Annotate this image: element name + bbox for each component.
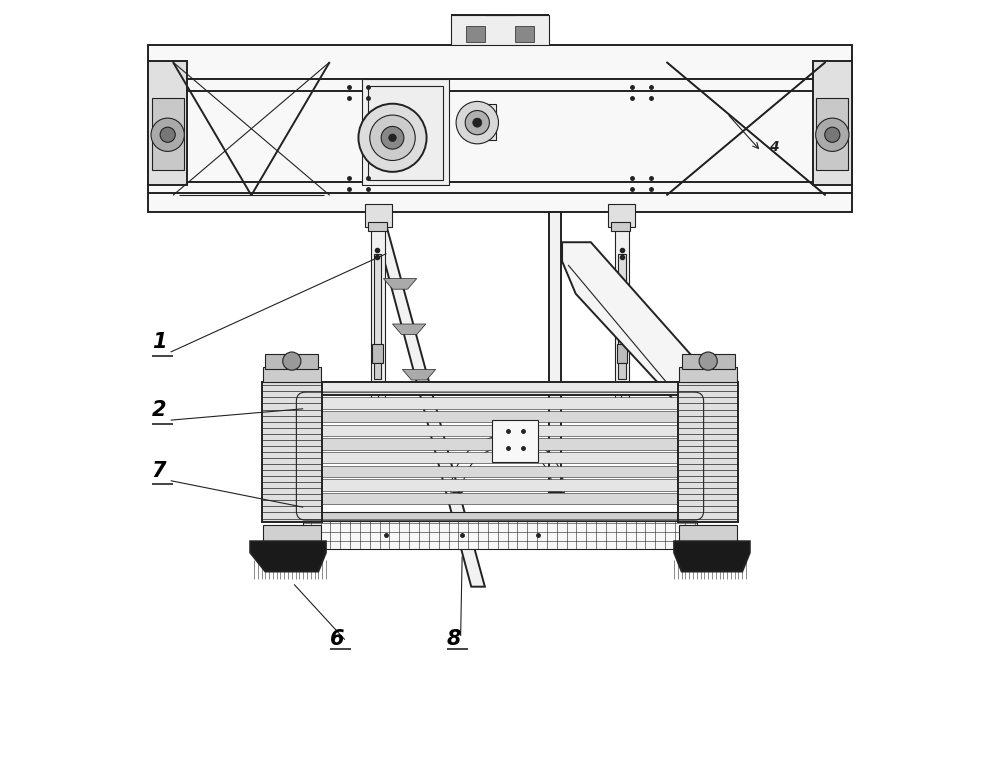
Bar [492,67,499,73]
Polygon shape [674,541,750,572]
Bar [372,344,383,363]
Bar [362,79,449,185]
Text: 6: 6 [330,629,344,649]
Bar [502,63,509,68]
Bar [451,15,549,45]
Bar [492,420,538,462]
Bar [374,363,381,378]
Circle shape [358,104,427,172]
Bar [263,367,321,382]
Bar [303,466,697,477]
Polygon shape [402,369,436,380]
Bar [303,479,697,491]
Bar [611,222,630,231]
Bar [368,222,387,231]
Bar [452,86,460,91]
Circle shape [816,118,849,151]
Circle shape [283,352,301,370]
Bar [148,45,852,212]
Bar [466,26,485,42]
Bar [374,254,381,348]
Bar [148,61,187,185]
Bar [262,382,322,522]
Bar [303,397,697,409]
Bar [413,104,421,109]
Bar [678,382,738,522]
Bar [617,344,627,363]
Bar [365,204,392,227]
Bar [152,98,184,170]
Bar [423,99,430,104]
Circle shape [699,352,717,370]
Bar [511,58,519,64]
Bar [302,512,698,521]
Bar [302,382,698,395]
Bar [265,354,318,369]
Polygon shape [549,212,561,492]
Circle shape [465,111,489,135]
Bar [618,363,626,378]
Bar [303,411,697,422]
Bar [682,354,735,369]
Circle shape [370,115,415,160]
Bar [368,86,443,180]
Bar [442,90,450,95]
Bar [472,76,480,82]
Bar [263,525,321,541]
Bar [679,525,737,541]
Bar [303,438,697,450]
Circle shape [456,101,498,144]
Bar [403,108,411,114]
Bar [816,98,848,170]
Bar [462,81,470,86]
Circle shape [825,127,840,142]
Bar [618,254,626,348]
Bar [303,452,697,463]
Polygon shape [383,279,417,289]
Polygon shape [250,541,326,572]
Bar [515,26,534,42]
Polygon shape [393,324,426,335]
Circle shape [389,134,396,142]
Text: 2: 2 [152,400,166,420]
Bar [303,493,697,504]
Bar [433,95,440,100]
Text: 7: 7 [152,461,166,481]
Circle shape [381,126,404,149]
Bar [482,72,489,77]
Bar [371,212,385,401]
Bar [466,104,496,140]
Bar [303,521,697,549]
Polygon shape [562,242,712,413]
Bar [608,204,635,227]
Bar [813,61,852,185]
Text: 8: 8 [447,629,462,649]
Polygon shape [371,212,485,587]
Circle shape [151,118,184,151]
Text: 4: 4 [769,140,778,154]
Bar [303,425,697,436]
Bar [615,212,629,401]
Bar [679,367,737,382]
Text: 1: 1 [152,332,166,352]
Circle shape [473,118,482,127]
Circle shape [160,127,175,142]
